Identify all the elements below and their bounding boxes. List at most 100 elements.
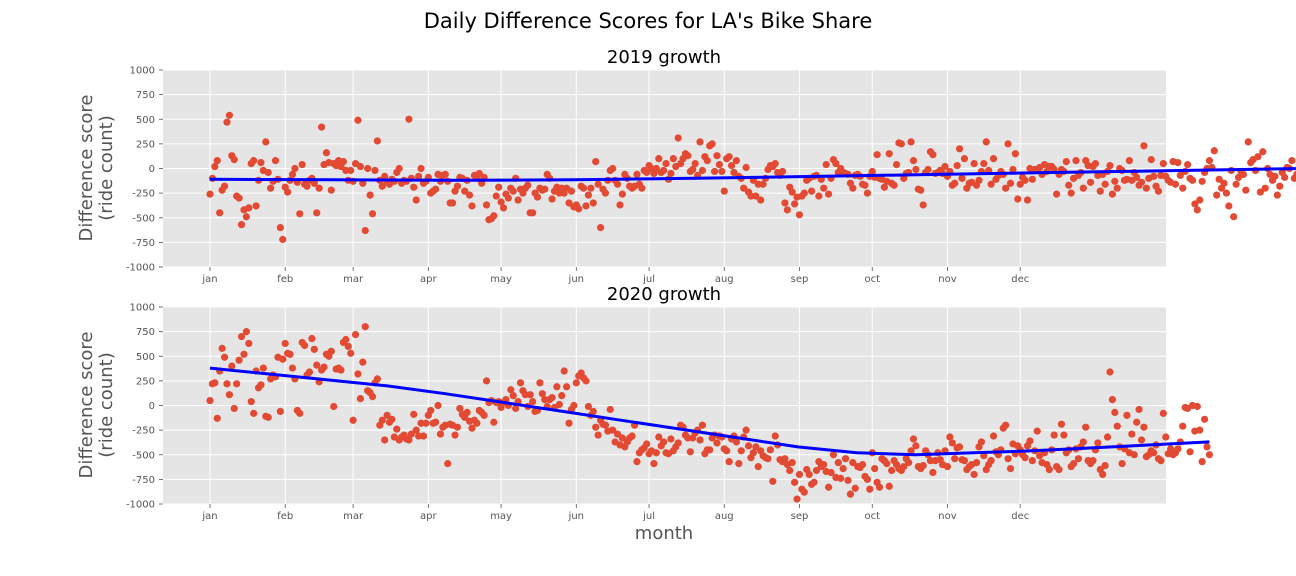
data-point — [235, 194, 243, 202]
data-point — [288, 170, 297, 179]
data-point — [1174, 445, 1182, 453]
data-point — [509, 187, 517, 195]
data-point — [875, 483, 884, 491]
y-axis-label-2019-line2: (ride count) — [96, 115, 117, 220]
data-point — [432, 418, 440, 426]
data-point — [533, 193, 542, 201]
data-point — [781, 455, 789, 463]
data-point — [468, 202, 476, 210]
data-point — [308, 334, 316, 343]
data-point — [696, 138, 704, 146]
data-point — [1159, 159, 1167, 168]
data-point — [713, 152, 721, 160]
data-point — [1021, 454, 1029, 462]
data-point — [410, 183, 418, 191]
data-point — [237, 221, 246, 229]
data-point — [330, 402, 338, 411]
data-point — [565, 199, 573, 207]
x-tick-label: feb — [277, 274, 293, 285]
data-point — [570, 401, 578, 410]
data-point — [723, 447, 731, 455]
data-point — [1028, 457, 1036, 465]
data-point — [1108, 395, 1116, 404]
data-point — [206, 190, 214, 198]
data-point — [698, 166, 707, 175]
data-point — [279, 355, 287, 363]
data-point — [504, 194, 512, 202]
data-point — [633, 170, 641, 179]
data-point — [276, 224, 284, 232]
data-point — [1079, 184, 1087, 192]
data-point — [781, 199, 789, 207]
data-point — [1094, 439, 1102, 447]
data-point — [1230, 213, 1238, 221]
data-point — [987, 457, 995, 465]
data-point — [422, 419, 430, 427]
data-point — [286, 350, 294, 358]
data-point — [354, 370, 362, 378]
x-tick-label: oct — [864, 511, 880, 522]
x-tick-label: jun — [568, 511, 584, 522]
data-point — [555, 400, 563, 409]
data-point — [609, 164, 617, 173]
data-point — [1205, 157, 1214, 165]
data-point — [808, 187, 816, 195]
data-point — [706, 446, 714, 454]
data-point — [1167, 445, 1175, 453]
data-point — [1118, 460, 1126, 468]
data-point — [742, 163, 750, 172]
data-point — [655, 155, 663, 163]
data-point — [766, 446, 774, 454]
data-point — [1101, 461, 1109, 470]
data-point — [863, 475, 871, 483]
data-point — [822, 160, 830, 169]
data-point — [885, 482, 893, 490]
data-point — [970, 470, 978, 479]
data-point — [371, 166, 379, 175]
data-point — [315, 184, 323, 192]
y-axis-label-2020-line2: (ride count) — [96, 352, 117, 457]
data-point — [951, 179, 959, 187]
trend-line — [209, 366, 1210, 457]
data-point — [361, 323, 369, 331]
data-point — [1196, 196, 1204, 204]
data-point — [791, 200, 799, 208]
y-tick-label: 500 — [136, 115, 155, 126]
data-point — [885, 150, 893, 158]
data-point — [834, 459, 842, 467]
data-point — [1213, 191, 1221, 199]
data-point — [667, 435, 675, 443]
data-point — [356, 162, 364, 171]
data-point — [674, 134, 682, 142]
data-point — [298, 160, 306, 169]
data-point — [395, 164, 403, 173]
data-point — [1191, 200, 1199, 208]
data-point — [339, 158, 348, 166]
data-point — [1205, 451, 1214, 459]
data-point — [213, 414, 221, 422]
data-point — [1113, 184, 1121, 192]
data-point — [1215, 175, 1223, 183]
data-point — [526, 391, 534, 399]
data-point — [538, 390, 546, 398]
data-point — [541, 185, 549, 193]
data-point — [800, 488, 808, 496]
data-point — [482, 377, 491, 385]
data-point — [737, 447, 745, 455]
data-point — [686, 448, 694, 456]
y-tick-label: -250 — [132, 189, 155, 200]
data-point — [613, 430, 622, 438]
data-point — [980, 159, 988, 168]
data-point — [225, 111, 234, 119]
x-tick-label: jul — [642, 274, 655, 285]
data-point — [1113, 422, 1121, 430]
data-point — [989, 155, 998, 163]
data-point — [1196, 426, 1204, 434]
data-point — [1186, 448, 1194, 456]
data-point — [609, 426, 617, 434]
x-tick-label: jan — [201, 274, 217, 285]
data-point — [296, 210, 304, 218]
data-point — [1159, 409, 1167, 417]
data-point — [786, 466, 794, 475]
data-point — [240, 350, 248, 358]
